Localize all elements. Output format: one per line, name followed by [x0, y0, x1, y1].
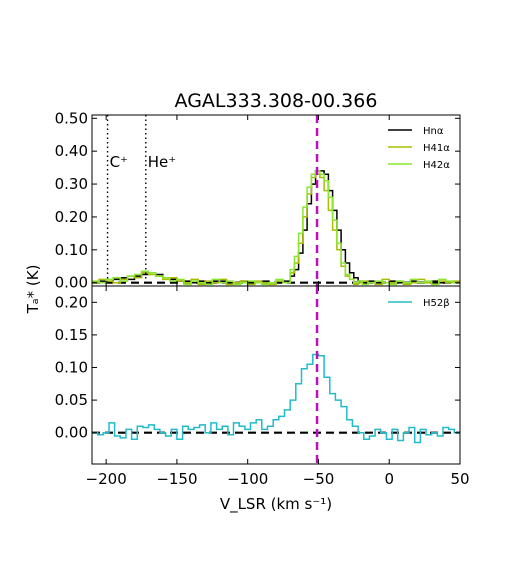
annotation-he-plus: He⁺: [148, 153, 176, 171]
bottom-panel-frame: [91, 285, 461, 465]
xtick-label: −100: [227, 470, 268, 488]
top-ytick-label: 0.20: [55, 208, 88, 226]
bottom-ytick-label: 0.00: [55, 424, 88, 442]
bottom-ytick-label: 0.15: [55, 326, 88, 344]
x-axis-label: V_LSR (km s⁻¹): [220, 495, 332, 514]
y-axis-label: Tₐ* (K): [24, 265, 42, 315]
bottom-panel: 0.00 0.05 0.10 0.15 0.20 −200 −150 −100 −50 0 50 H…: [55, 285, 470, 488]
series-line-h52: [92, 353, 460, 444]
top-ytick-label: 0.00: [55, 274, 88, 292]
legend-h41a-label: H41α: [423, 143, 450, 154]
bottom-ticks: 0.00 0.05 0.10 0.15 0.20 −200 −150 −100 −50 0 50: [55, 286, 470, 488]
bottom-ytick-label: 0.10: [55, 359, 88, 377]
top-ytick-label: 0.40: [55, 142, 88, 160]
bottom-ytick-label: 0.05: [55, 391, 88, 409]
xtick-label: −200: [86, 470, 127, 488]
xtick-label: 50: [450, 470, 469, 488]
xtick-label: −50: [303, 470, 335, 488]
bottom-ytick-label: 0.20: [55, 293, 88, 311]
top-annotations: C⁺ He⁺: [110, 153, 177, 171]
top-ytick-label: 0.30: [55, 175, 88, 193]
chart-title: AGAL333.308-00.366: [175, 90, 378, 112]
xtick-label: 0: [384, 470, 394, 488]
xtick-label: −150: [156, 470, 197, 488]
bottom-legend: H52β: [388, 298, 450, 309]
legend-hna-label: Hnα: [423, 126, 444, 137]
legend-h42a-label: H42α: [423, 160, 450, 171]
top-panel: 0.00 0.10 0.20 0.30 0.40 0.50 C⁺ He⁺ Hnα H41α…: [55, 109, 461, 292]
top-ytick-label: 0.50: [55, 109, 88, 127]
legend-h52b-label: H52β: [423, 298, 450, 309]
top-ticks: 0.00 0.10 0.20 0.30 0.40 0.50: [55, 109, 461, 292]
top-legend: Hnα H41α H42α: [388, 126, 450, 171]
bottom-plot-marks: [92, 286, 460, 464]
annotation-c-plus: C⁺: [110, 153, 128, 171]
top-ytick-label: 0.10: [55, 241, 88, 259]
